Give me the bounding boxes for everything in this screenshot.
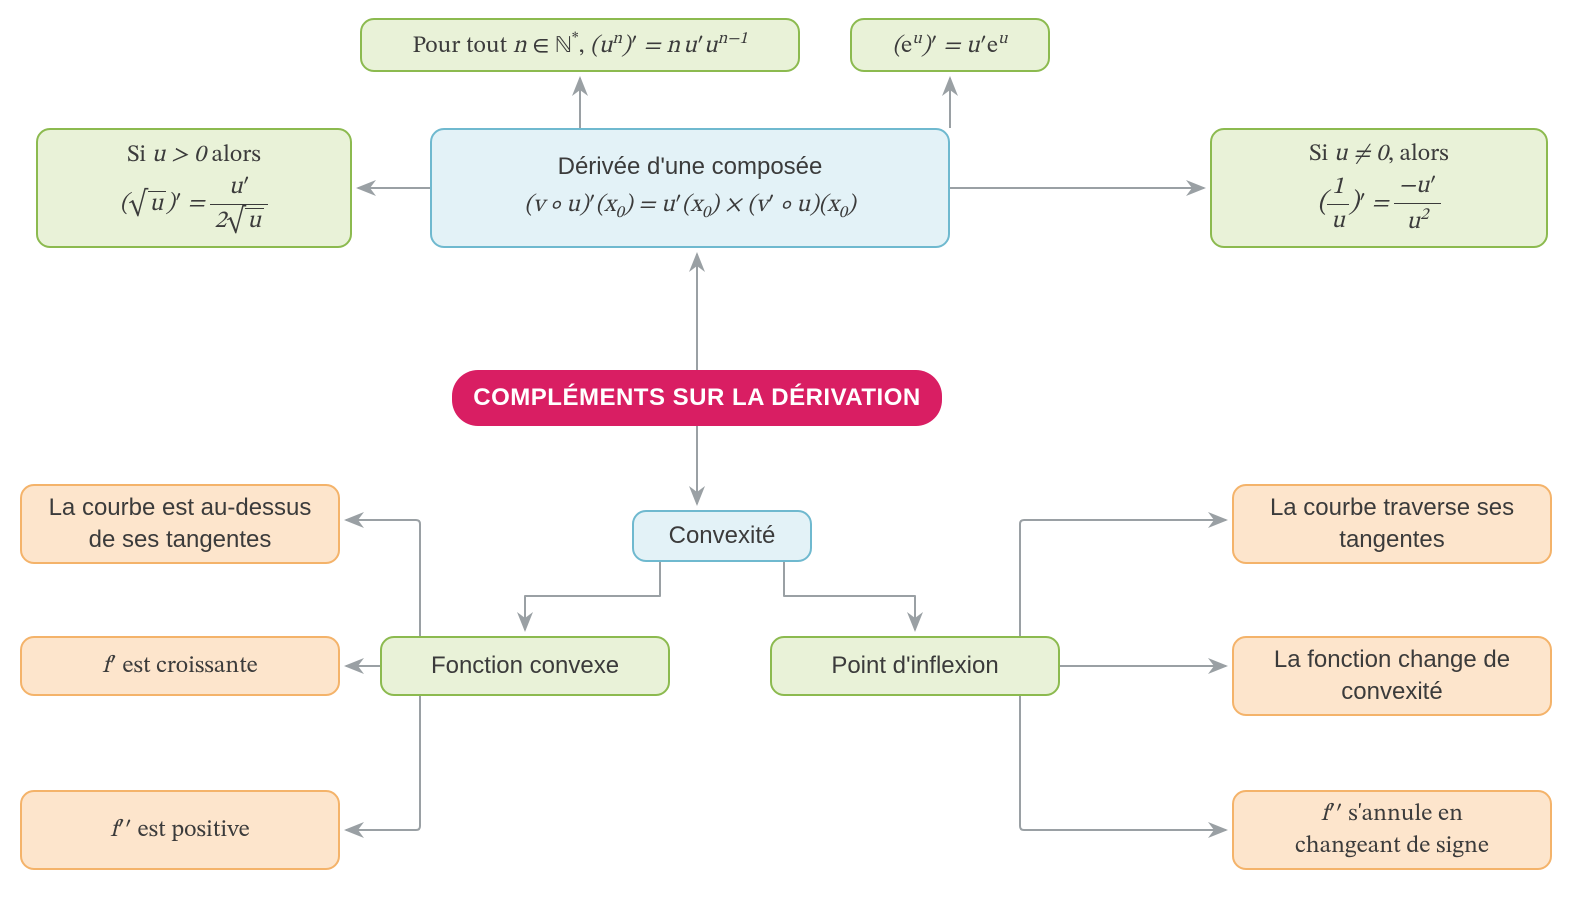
diagram-canvas: Pour tout n ∈ ℕ*, (un)′ = n u′un−1 (eu)′… [0,0,1584,914]
node-curve-crosses-tangents: La courbe traverse ses tangentes [1232,484,1552,564]
node-point-inflexion: Point d'inflexion [770,636,1060,696]
node-title: COMPLÉMENTS SUR LA DÉRIVATION [452,370,942,426]
node-curve-above-tangents: La courbe est au‑dessus de ses tangentes [20,484,340,564]
node-power-rule: Pour tout n ∈ ℕ*, (un)′ = n u′un−1 [360,18,800,72]
node-fsecond-positive: f′′ est positive [20,790,340,870]
node-fprime-increasing: f′ est croissante [20,636,340,696]
node-function-changes-convexity: La fonction change de convexité [1232,636,1552,716]
node-compose-title: Dérivée d'une composée [558,151,823,183]
node-compose: Dérivée d'une composée (v ∘ u)′(x0) = u′… [430,128,950,248]
node-sqrt-rule: Si u > 0 alors (√u)′ = u′ 2√u [36,128,352,248]
node-inverse-rule: Si u ≠ 0, alors (1u)′ = −u′u2 [1210,128,1548,248]
node-exp-rule: (eu)′ = u′eu [850,18,1050,72]
node-convexite: Convexité [632,510,812,562]
node-fonction-convexe: Fonction convexe [380,636,670,696]
node-fsecond-vanishes: f′′ s'annule enchangeant de signe [1232,790,1552,870]
